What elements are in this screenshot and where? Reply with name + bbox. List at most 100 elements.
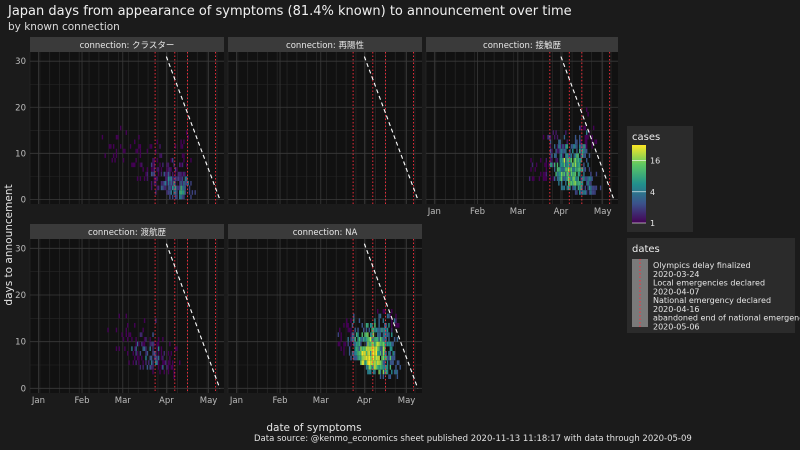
heatmap-tile [143, 337, 146, 342]
heatmap-tile [138, 144, 140, 149]
heatmap-tile [560, 176, 563, 181]
heatmap-tile [382, 337, 385, 342]
heatmap-tile [115, 346, 118, 351]
heatmap-tile [156, 167, 158, 172]
heatmap-tile [350, 355, 352, 361]
heatmap-tile [169, 360, 171, 365]
heatmap-tile [183, 157, 185, 163]
x-tick-label: May [398, 396, 416, 406]
heatmap-tile [577, 157, 580, 163]
heatmap-tile [181, 185, 184, 191]
heatmap-tile [377, 327, 379, 333]
panel-grid: connection: クラスター 0 10 20 30 connection: 再陽性 c… [15, 37, 618, 406]
heatmap-tile [572, 148, 574, 154]
heatmap-tile [569, 176, 571, 181]
heatmap-tile [186, 162, 188, 168]
heatmap-tile [384, 369, 386, 375]
heatmap-tile [581, 153, 584, 158]
heatmap-tile [179, 180, 181, 186]
heatmap-tile [545, 176, 548, 181]
heatmap-tile [163, 185, 165, 191]
heatmap-tile [396, 323, 399, 328]
heatmap-tile [157, 167, 160, 172]
dates-legend-date: 2020-04-16 [653, 305, 700, 314]
heatmap-tile [360, 341, 362, 347]
heatmap-tile [565, 144, 567, 149]
heatmap-tile [362, 337, 365, 342]
heatmap-tile [181, 190, 184, 195]
heatmap-tile [167, 180, 170, 186]
heatmap-tile [367, 351, 369, 356]
heatmap-tile [579, 190, 581, 195]
heatmap-tile [576, 176, 578, 181]
heatmap-tile [117, 134, 119, 140]
heatmap-tile [171, 157, 174, 163]
heatmap-tile [576, 139, 578, 145]
x-tick-label: Jan [427, 207, 441, 217]
heatmap-tile [179, 171, 181, 177]
heatmap-tile [552, 162, 554, 168]
heatmap-tile [163, 360, 165, 365]
heatmap-tile [110, 144, 112, 149]
heatmap-tile [566, 167, 568, 172]
heatmap-tile [374, 365, 376, 370]
heatmap-tile [549, 176, 552, 181]
heatmap-tile [572, 171, 574, 177]
heatmap-tile [155, 318, 157, 323]
heatmap-tile [135, 351, 137, 356]
heatmap-tile [595, 139, 598, 145]
heatmap-tile [177, 171, 180, 177]
heatmap-tile [580, 153, 582, 158]
heatmap-tile [142, 327, 144, 333]
heatmap-tile [364, 346, 366, 351]
heatmap-tile [549, 148, 552, 154]
heatmap-tile [540, 171, 542, 177]
heatmap-tile [118, 313, 120, 319]
heatmap-tile [184, 171, 187, 177]
facet-strip [30, 224, 224, 239]
heatmap-tile [127, 351, 129, 356]
dates-legend-label: National emergency declared [653, 296, 771, 305]
heatmap-tile [572, 144, 574, 149]
heatmap-tile [372, 351, 375, 356]
heatmap-tile [381, 355, 383, 361]
heatmap-tile [155, 176, 157, 181]
heatmap-tile [132, 351, 135, 356]
heatmap-tile [337, 332, 340, 337]
heatmap-tile [353, 313, 355, 319]
heatmap-tile [391, 355, 393, 361]
heatmap-tile [591, 139, 593, 145]
heatmap-tile [592, 190, 595, 195]
heatmap-tile [365, 346, 368, 351]
heatmap-tile [135, 346, 137, 351]
heatmap-tile [580, 185, 582, 191]
heatmap-tile [374, 360, 376, 365]
heatmap-tile [391, 323, 393, 328]
heatmap-tile [369, 351, 372, 356]
heatmap-tile [169, 185, 171, 191]
heatmap-tile [583, 167, 585, 172]
heatmap-tile [391, 341, 393, 347]
heatmap-tile [180, 171, 182, 177]
heatmap-tile [544, 162, 546, 168]
heatmap-tile [587, 176, 589, 181]
dates-legend-key [632, 259, 648, 327]
heatmap-tile [174, 185, 177, 191]
heatmap-tile [556, 171, 559, 177]
heatmap-tile [588, 180, 591, 186]
heatmap-tile [588, 176, 591, 181]
heatmap-tile [169, 176, 171, 181]
heatmap-tiles [107, 313, 181, 379]
heatmap-tile [134, 139, 136, 145]
heatmap-tile [183, 139, 185, 145]
heatmap-tile [115, 134, 118, 140]
heatmap-tile [535, 162, 538, 168]
heatmap-tile [372, 360, 375, 365]
heatmap-tile [362, 346, 365, 351]
heatmap-tile [392, 341, 394, 347]
heatmap-tile [152, 365, 154, 370]
heatmap-tile [170, 180, 172, 186]
heatmap-tile [170, 351, 172, 356]
heatmap-tile [139, 148, 142, 154]
